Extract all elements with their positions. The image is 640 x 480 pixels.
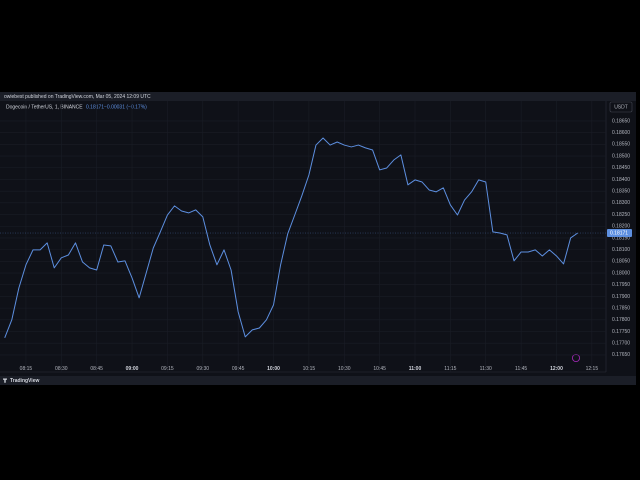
x-tick-label: 11:30	[480, 366, 492, 372]
y-tick-label: 0.17850	[612, 305, 630, 311]
publisher: owiebest published on TradingView.com, M…	[4, 94, 151, 100]
y-tick-label: 0.18000	[612, 270, 630, 276]
x-tick-label: 09:30	[197, 366, 210, 372]
y-tick-label: 0.18600	[612, 130, 630, 136]
symbol-name: Dogecoin / TetherUS, 1, BINANCE	[6, 104, 83, 110]
y-tick-label: 0.17950	[612, 282, 630, 288]
y-tick-label: 0.18450	[612, 165, 630, 171]
y-tick-label: 0.17650	[612, 352, 630, 358]
y-tick-label: 0.18350	[612, 188, 630, 194]
x-tick-label: 10:30	[338, 366, 351, 372]
y-tick-label: 0.18300	[612, 200, 630, 206]
x-tick-label: 09:15	[161, 366, 174, 372]
y-tick-label: 0.18650	[612, 118, 630, 124]
header-bar	[0, 92, 636, 101]
y-tick-label: 0.18400	[612, 177, 630, 183]
brand: TradingView	[10, 378, 39, 384]
x-tick-label: 11:45	[515, 366, 527, 372]
last-price: 0.18171	[86, 104, 104, 110]
indicator-icon[interactable]	[571, 353, 581, 363]
y-tick-label: 0.18500	[612, 153, 630, 159]
last-price-label: 0.18171	[610, 231, 628, 237]
currency-box[interactable]	[609, 101, 633, 113]
x-tick-label: 09:45	[232, 366, 245, 372]
x-tick-label: 08:45	[90, 366, 103, 372]
currency[interactable]: USDT	[614, 105, 628, 111]
y-tick-label: 0.17750	[612, 329, 630, 335]
x-tick-label: 10:45	[373, 366, 386, 372]
last-price-tag	[607, 229, 632, 238]
y-tick-label: 0.18050	[612, 259, 630, 265]
x-tick-label: 12:15	[586, 366, 599, 372]
x-tick-label: 11:15	[444, 366, 456, 372]
y-tick-label: 0.18550	[612, 142, 630, 148]
brand-logo	[2, 378, 7, 383]
x-tick-label: 10:15	[303, 366, 316, 372]
y-tick-label: 0.18250	[612, 212, 630, 218]
x-tick-label: 12:00	[550, 366, 563, 372]
y-tick-label: 0.17900	[612, 294, 630, 300]
chart-panel	[0, 92, 636, 385]
x-tick-label: 10:00	[267, 366, 280, 372]
y-tick-label: 0.18150	[612, 235, 630, 241]
y-tick-label: 0.17800	[612, 317, 630, 323]
footer-bar	[0, 376, 636, 385]
x-tick-label: 09:00	[126, 366, 139, 372]
y-tick-label: 0.17700	[612, 341, 630, 347]
price-change: −0.00031 (−0.17%)	[104, 104, 147, 110]
price-line	[4, 137, 578, 339]
y-tick-label: 0.18200	[612, 224, 630, 230]
x-tick-label: 08:30	[55, 366, 68, 372]
x-tick-label: 11:00	[409, 366, 422, 372]
y-tick-label: 0.18100	[612, 247, 630, 253]
x-tick-label: 08:15	[20, 366, 33, 372]
